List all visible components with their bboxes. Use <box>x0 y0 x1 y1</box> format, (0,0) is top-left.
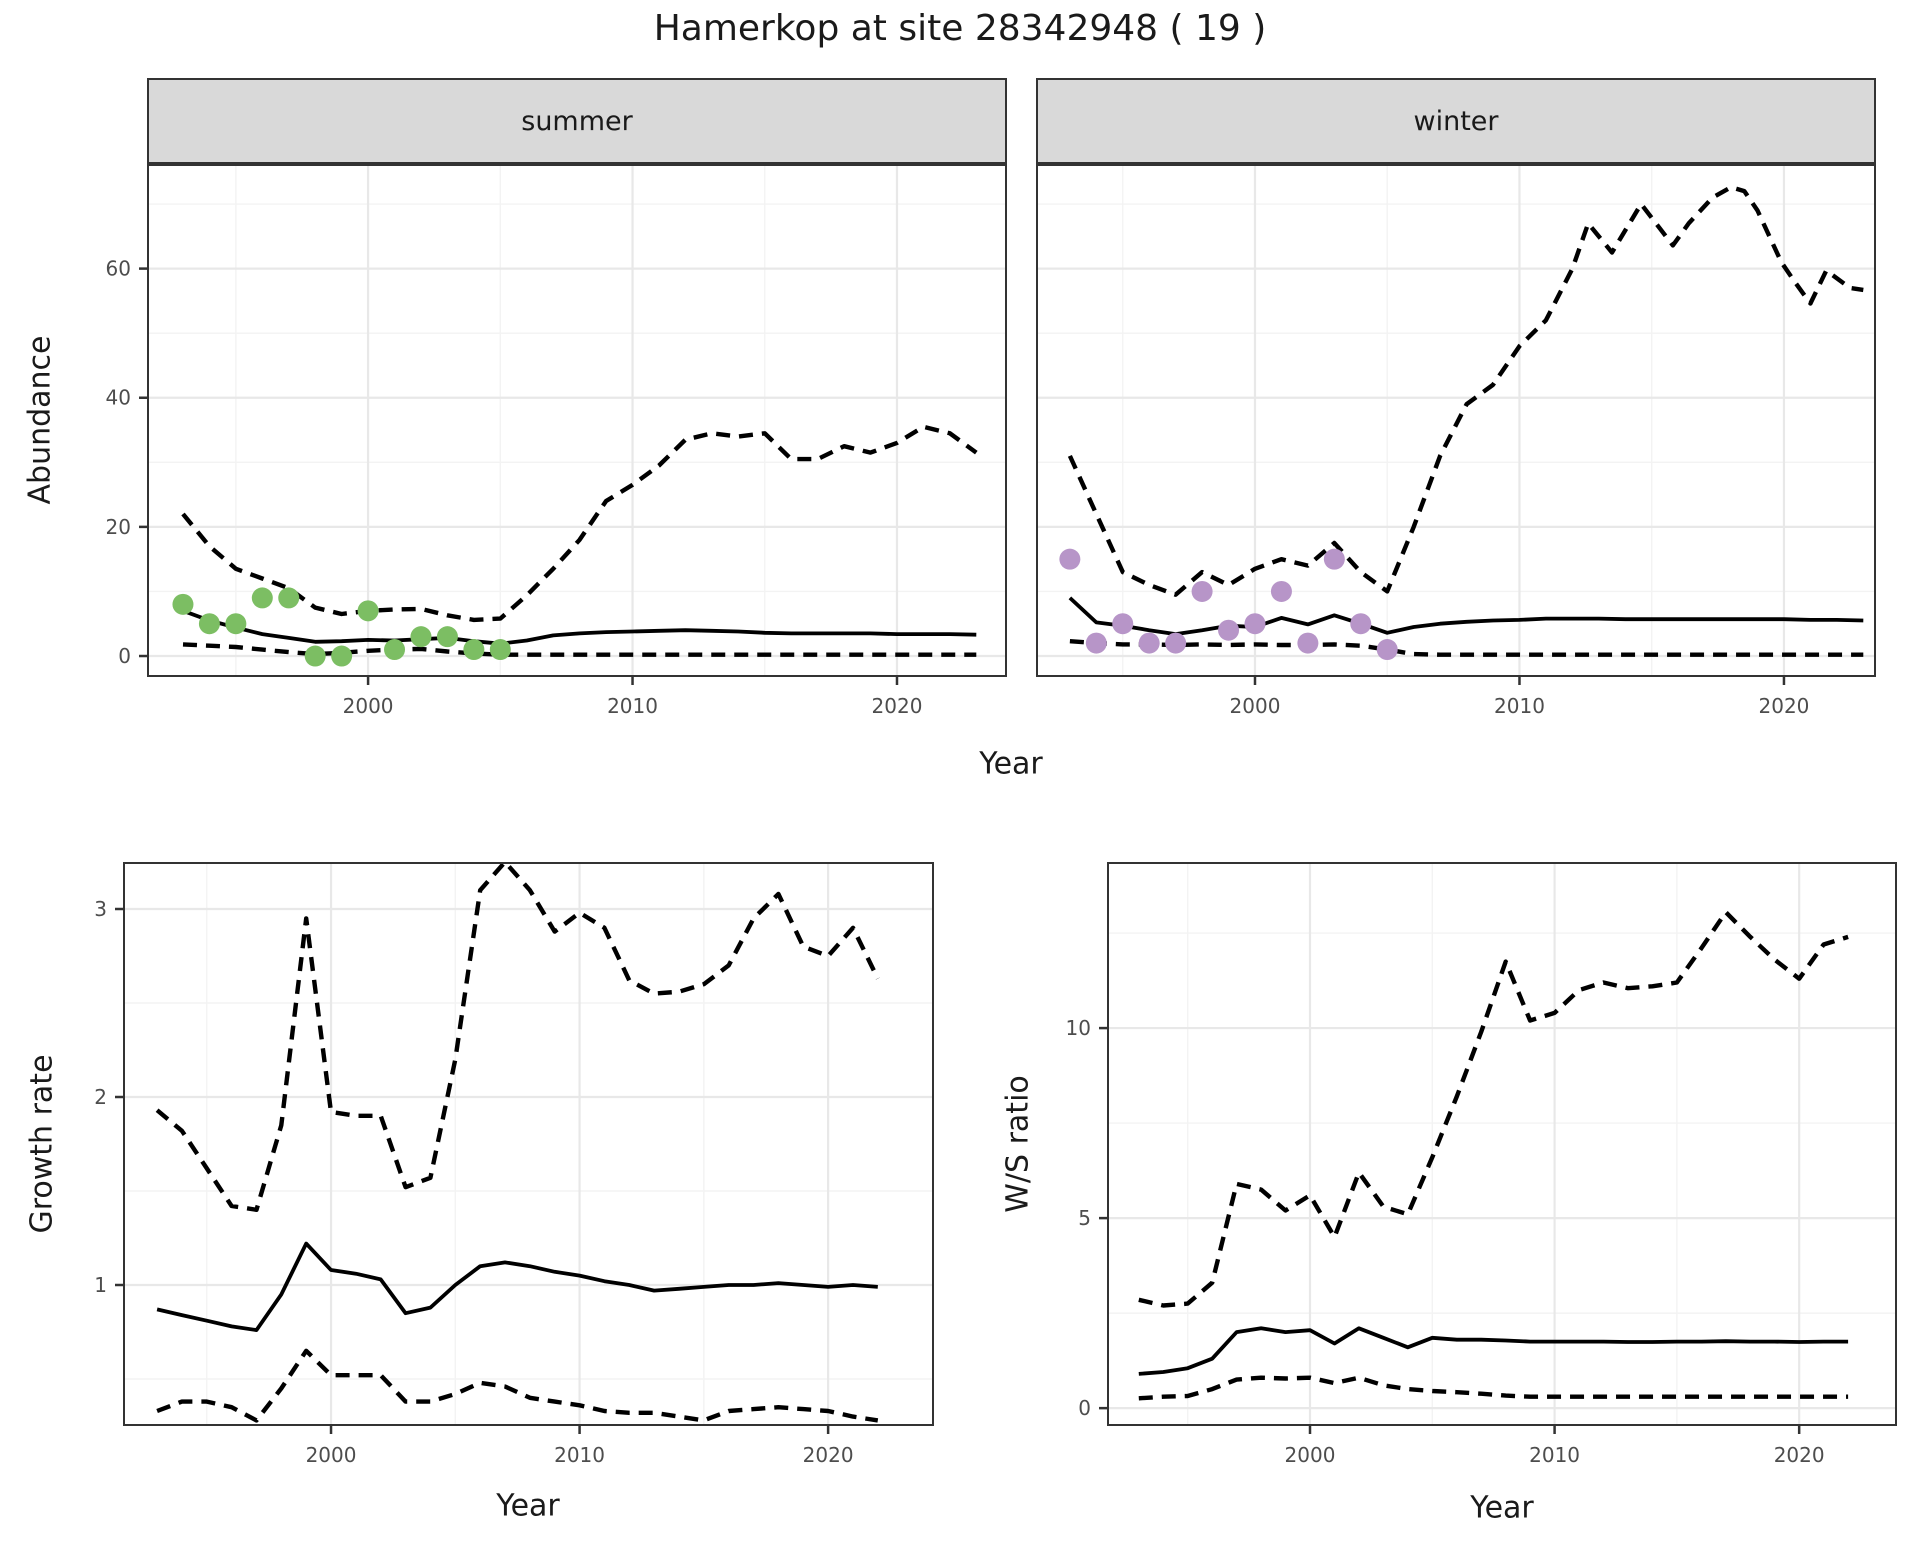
x-tick-label: 2010 <box>607 694 658 718</box>
facet-strip-summer-label: summer <box>521 105 633 137</box>
plot-area: 2000 2010 2020 <box>1036 164 1876 718</box>
series-upper-ci <box>1067 185 1864 597</box>
x-tick-label: 2010 <box>1494 694 1545 718</box>
y-tick-label: 0 <box>118 644 131 668</box>
x-tick-label: 2010 <box>1529 1443 1580 1467</box>
data-point-summer <box>436 626 458 648</box>
panel-ws-ratio: 2000 2010 2020 0 5 10 <box>1066 862 1897 1467</box>
series-median <box>1068 596 1864 637</box>
x-axis-title-year-ws: Year <box>1470 1490 1534 1526</box>
plot-area: 2000 2010 2020 0 20 40 60 <box>106 164 1007 718</box>
y-axis-title-ws-ratio: W/S ratio <box>1000 1075 1036 1213</box>
data-point-winter <box>1112 613 1134 635</box>
plot-area: 2000 2010 2020 0 5 10 <box>1066 862 1897 1467</box>
panel-growth-rate: 2000 2010 2020 1 2 3 <box>94 859 934 1467</box>
series-lower-ci <box>182 642 977 657</box>
data-point-winter <box>1059 548 1081 570</box>
data-point-summer <box>304 645 326 667</box>
data-point-winter <box>1323 548 1345 570</box>
x-tick-label: 2000 <box>306 1443 357 1467</box>
y-tick-label: 1 <box>94 1273 107 1297</box>
x-tick-label: 2020 <box>803 1443 854 1467</box>
y-axis-title-abundance: Abundance <box>22 335 58 505</box>
facet-strip-winter: winter <box>1036 78 1876 164</box>
data-point-summer <box>489 639 511 661</box>
panel-abundance-summer: 2000 2010 2020 0 20 40 60 <box>106 164 1007 718</box>
data-point-winter <box>1085 632 1107 654</box>
y-tick-label: 0 <box>1078 1396 1091 1420</box>
x-tick-label: 2000 <box>1285 1443 1336 1467</box>
x-tick-label: 2020 <box>1774 1443 1825 1467</box>
data-point-summer <box>331 645 353 667</box>
data-point-winter <box>1270 580 1292 602</box>
data-point-summer <box>463 639 485 661</box>
panel-abundance-winter: 2000 2010 2020 <box>1036 164 1876 718</box>
data-point-summer <box>384 639 406 661</box>
y-axis-title-growth-rate: Growth rate <box>24 1054 60 1234</box>
series-lower-ci <box>1069 639 1864 657</box>
series-lower-ci <box>156 1348 879 1423</box>
x-tick-label: 2010 <box>554 1443 605 1467</box>
data-point-summer <box>410 626 432 648</box>
y-tick-label: 60 <box>106 257 131 281</box>
data-point-summer <box>198 613 220 635</box>
data-point-winter <box>1191 580 1213 602</box>
data-point-summer <box>225 613 247 635</box>
y-tick-label: 3 <box>94 897 107 921</box>
series-median <box>156 1241 878 1333</box>
x-tick-label: 2000 <box>1230 694 1281 718</box>
data-point-winter <box>1376 639 1398 661</box>
series-upper-ci <box>1138 910 1849 1308</box>
data-point-summer <box>251 587 273 609</box>
x-tick-label: 2020 <box>872 694 923 718</box>
series-lower-ci <box>1138 1375 1849 1401</box>
data-point-winter <box>1244 613 1266 635</box>
data-point-winter <box>1165 632 1187 654</box>
data-point-summer <box>278 587 300 609</box>
data-point-winter <box>1218 619 1240 641</box>
figure-title: Hamerkop at site 28342948 ( 19 ) <box>653 8 1267 49</box>
data-point-summer <box>172 593 194 615</box>
y-tick-label: 2 <box>94 1085 107 1109</box>
plot-area: 2000 2010 2020 1 2 3 <box>94 859 934 1467</box>
series-upper-ci <box>181 424 978 623</box>
x-tick-label: 2000 <box>343 694 394 718</box>
series-median <box>182 609 977 646</box>
y-tick-label: 20 <box>106 515 131 539</box>
series-upper-ci <box>155 859 880 1212</box>
x-tick-label: 2020 <box>1759 694 1810 718</box>
y-tick-label: 40 <box>106 386 131 410</box>
y-tick-label: 5 <box>1078 1206 1091 1230</box>
data-point-winter <box>1350 613 1372 635</box>
data-point-summer <box>357 600 379 622</box>
x-axis-title-year-growth: Year <box>496 1488 560 1524</box>
y-tick-label: 10 <box>1066 1016 1091 1040</box>
series-median <box>1138 1326 1849 1376</box>
facet-strip-winter-label: winter <box>1413 105 1499 137</box>
data-point-winter <box>1138 632 1160 654</box>
data-point-winter <box>1297 632 1319 654</box>
facet-strip-summer: summer <box>147 78 1007 164</box>
x-axis-title-year-top: Year <box>979 746 1043 782</box>
